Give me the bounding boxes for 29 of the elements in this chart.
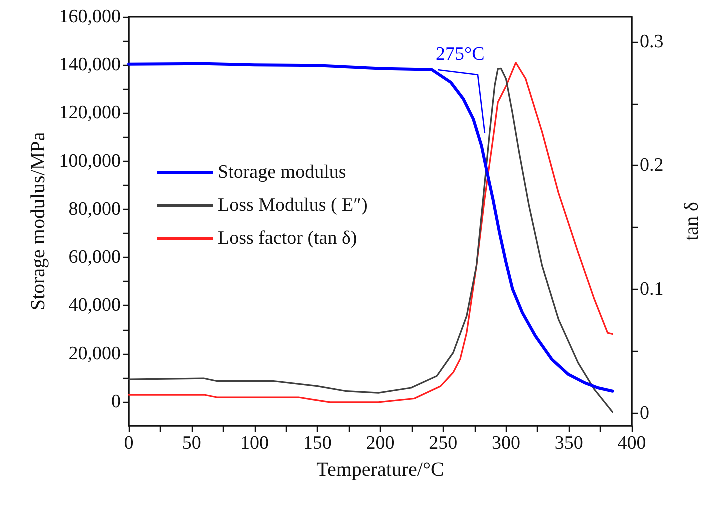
- x-tick-label: 250: [429, 433, 458, 454]
- x-axis-title: Temperature/°C: [316, 459, 444, 481]
- y-tick-label: 60,000: [68, 247, 121, 268]
- y-tick-label: 80,000: [68, 198, 121, 220]
- x-tick-label: 50: [182, 433, 202, 454]
- y-tick-label: 20,000: [68, 343, 121, 364]
- y-axis-title: Storage modulus/MPa: [27, 132, 50, 311]
- legend-label: Storage modulus: [218, 162, 346, 183]
- x-tick-label: 400: [618, 433, 646, 454]
- y2-tick-label: 0.1: [640, 279, 664, 300]
- legend-label: Loss factor (tan δ): [218, 228, 358, 249]
- y-tick-label: 40,000: [68, 295, 121, 316]
- x-tick-label: 300: [492, 433, 520, 454]
- y2-axis-title: tan δ: [681, 202, 703, 241]
- x-tick-label: 100: [240, 433, 269, 454]
- x-tick-label: 0: [124, 433, 134, 454]
- x-tick-label: 350: [554, 433, 584, 454]
- y2-tick-label: 0.2: [640, 155, 664, 176]
- y2-tick-label: 0.3: [640, 31, 664, 52]
- y-tick-label: 140,000: [59, 54, 121, 76]
- y-tick-label: 0: [112, 391, 121, 412]
- legend-label: Loss Modulus ( E″): [218, 195, 368, 216]
- y-tick-label: 100,000: [59, 150, 121, 172]
- y2-tick-label: 0: [640, 403, 650, 424]
- y-tick-label: 160,000: [59, 6, 121, 28]
- x-tick-label: 200: [366, 433, 395, 454]
- annotation: 275°C: [436, 44, 485, 65]
- x-tick-label: 150: [303, 433, 332, 454]
- y-tick-label: 120,000: [59, 102, 121, 124]
